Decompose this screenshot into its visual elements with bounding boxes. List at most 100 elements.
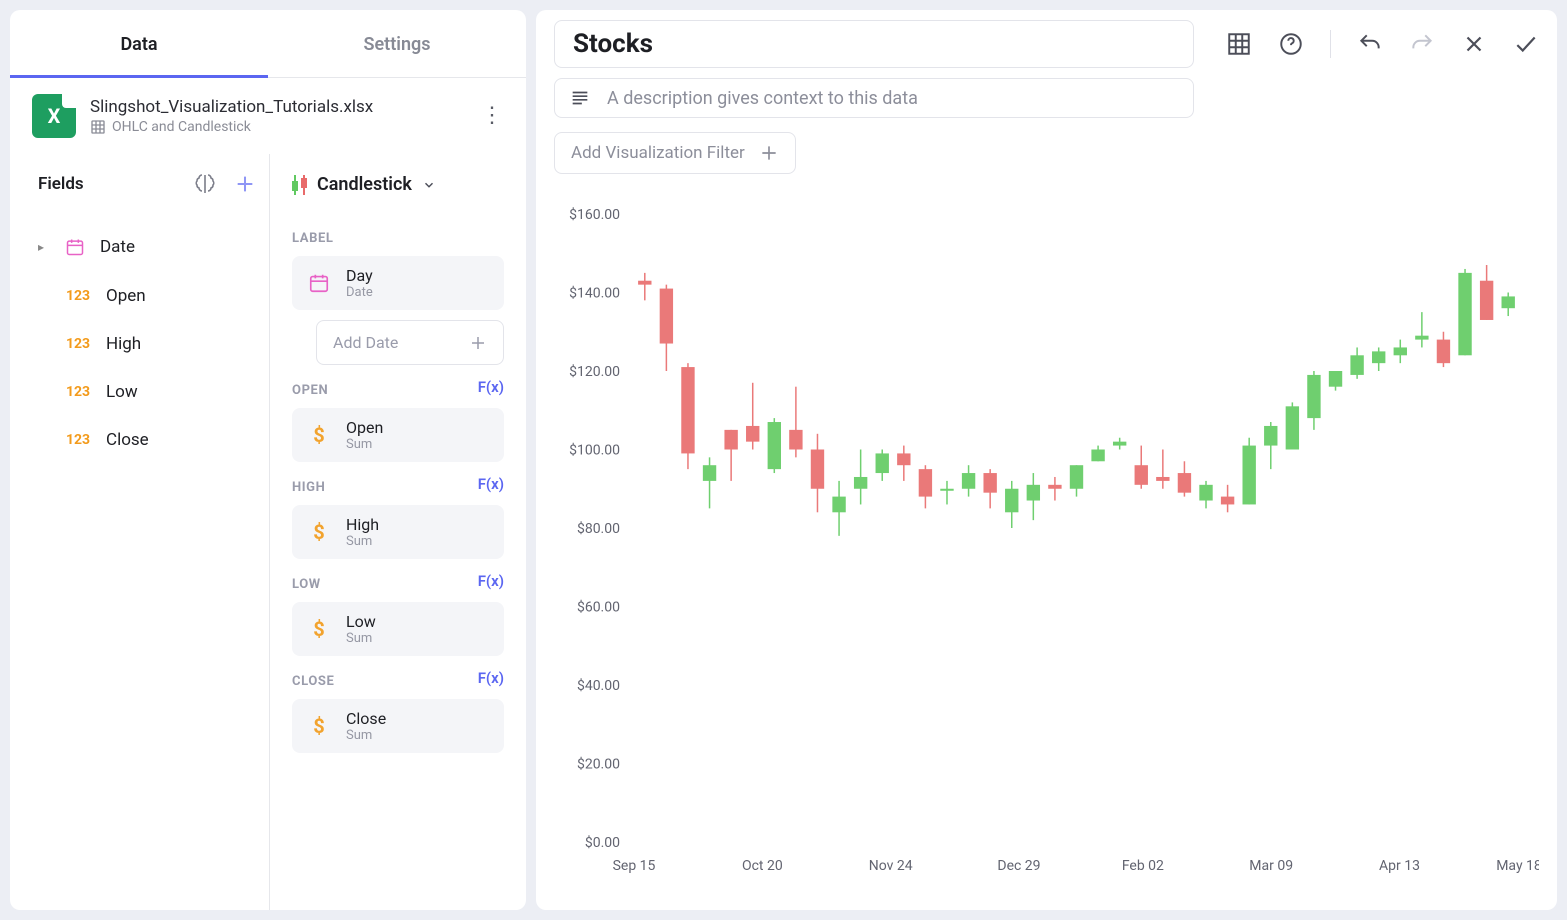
fx-button[interactable]: F(x) [478,572,504,590]
app-root: Data Settings X Slingshot_Visualization_… [0,0,1567,920]
svg-text:Nov 24: Nov 24 [869,858,913,874]
excel-icon: X [32,94,76,138]
svg-text:Oct 20: Oct 20 [742,858,783,874]
section-head: CLOSEF(x) [292,656,504,699]
measure-pill-close[interactable]: $ CloseSum [292,699,504,753]
filter-row: Add Visualization Filter [554,132,1539,174]
label-pill-text: Day Date [346,266,373,300]
measure-pill-low[interactable]: $LowSum [292,602,504,656]
file-meta: Slingshot_Visualization_Tutorials.xlsx O… [90,97,466,135]
fx-button[interactable]: F(x) [478,669,504,687]
measure-title: Open [346,418,383,437]
svg-text:Feb 02: Feb 02 [1122,858,1164,874]
file-menu-button[interactable]: ⋮ [480,105,504,127]
paragraph-icon [569,87,591,109]
add-date-slot[interactable]: Add Date [316,320,504,365]
top-row: Stocks [554,20,1539,68]
measure-pill-open[interactable]: $OpenSum [292,408,504,462]
candlestick-chart: $0.00$20.00$40.00$60.00$80.00$100.00$120… [554,184,1539,892]
config-section-low: LOWF(x)$LowSum [292,559,504,656]
expand-caret-icon: ▸ [38,240,50,254]
right-panel: Stocks [536,10,1557,910]
chart-area: $0.00$20.00$40.00$60.00$80.00$100.00$120… [554,184,1539,892]
svg-text:Dec 29: Dec 29 [997,858,1040,874]
svg-text:Sep 15: Sep 15 [613,858,656,874]
config-column: Candlestick LABEL Day Date Add Date [270,154,526,910]
chart-type-selector[interactable]: Candlestick [292,168,504,213]
numeric-type-icon: 123 [64,288,92,304]
dollar-icon: $ [306,714,332,738]
add-date-label: Add Date [333,333,398,352]
fx-button[interactable]: F(x) [478,378,504,396]
fields-column: Fields ▸Date123Open123High123Low123Close [10,154,270,910]
label-pill-day[interactable]: Day Date [292,256,504,310]
svg-text:$100.00: $100.00 [569,442,620,459]
section-label-label: LABEL [292,231,504,246]
section-head: HIGH F(x) [292,462,504,505]
section-label: HIGH [292,480,325,495]
svg-text:$20.00: $20.00 [577,756,620,773]
field-item-close[interactable]: 123Close [38,416,259,464]
measure-text: OpenSum [346,418,383,452]
fields-header: Fields [38,170,259,198]
fields-title: Fields [38,174,179,194]
config-section-open: OPEN F(x) $OpenSum [292,365,504,462]
field-label: Low [106,382,138,402]
chevron-down-icon [422,178,436,192]
svg-text:Mar 09: Mar 09 [1249,858,1293,874]
file-sheet-name: OHLC and Candlestick [112,119,251,135]
brain-icon[interactable] [191,170,219,198]
measure-sub: Sum [346,728,386,743]
chart-type-label: Candlestick [317,174,412,195]
label-pill-sub: Date [346,285,373,300]
config-section-high: HIGH F(x) $ HighSum [292,462,504,559]
svg-text:$140.00: $140.00 [569,285,620,302]
viz-description-input[interactable]: A description gives context to this data [554,78,1194,118]
grid-view-icon[interactable] [1226,31,1252,57]
field-item-low[interactable]: 123Low [38,368,259,416]
calendar-icon [64,236,86,258]
field-label: High [106,334,141,354]
measure-title: Close [346,709,386,728]
field-label: Open [106,286,146,306]
editor-row: Fields ▸Date123Open123High123Low123Close [10,154,526,910]
file-sheet: OHLC and Candlestick [90,119,466,135]
candlestick-icon [292,175,307,195]
confirm-icon[interactable] [1513,31,1539,57]
redo-icon[interactable] [1409,31,1435,57]
section-label: OPEN [292,383,328,398]
svg-text:$60.00: $60.00 [577,599,620,616]
field-item-high[interactable]: 123High [38,320,259,368]
add-field-button[interactable] [231,170,259,198]
field-item-open[interactable]: 123 Open [38,272,259,320]
help-icon[interactable] [1278,31,1304,57]
measure-sub: Sum [346,534,379,549]
measure-pill-high[interactable]: $ HighSum [292,505,504,559]
fields-list: ▸Date123Open123High123Low123Close [38,222,259,464]
tabs: Data Settings [10,10,526,78]
config-sections: OPENF(x)$OpenSumHIGHF(x)$HighSumLOWF(x)$… [292,365,504,753]
svg-text:Apr 13: Apr 13 [1379,858,1420,874]
dollar-icon: $ [306,617,332,641]
section-head: OPEN F(x) [292,365,504,408]
svg-text:$40.00: $40.00 [577,677,620,694]
field-item-date[interactable]: ▸ Date [38,222,259,272]
toolbar-separator [1330,30,1331,58]
fx-button[interactable]: F(x) [478,475,504,493]
viz-title-input[interactable]: Stocks [554,20,1194,68]
close-icon[interactable] [1461,31,1487,57]
add-filter-button[interactable]: Add Visualization Filter [554,132,796,174]
svg-text:$80.00: $80.00 [577,520,620,537]
measure-text: CloseSum [346,709,386,743]
sheet-icon [90,119,106,135]
undo-icon[interactable] [1357,31,1383,57]
field-label: Date [100,237,135,257]
tab-data[interactable]: Data [10,10,268,77]
measure-title: High [346,515,379,534]
tab-settings[interactable]: Settings [268,10,526,77]
measure-title: Low [346,612,376,631]
dollar-icon: $ [306,520,332,544]
numeric-type-icon: 123 [64,432,92,448]
svg-text:May 18: May 18 [1496,858,1539,874]
svg-text:$120.00: $120.00 [569,363,620,380]
